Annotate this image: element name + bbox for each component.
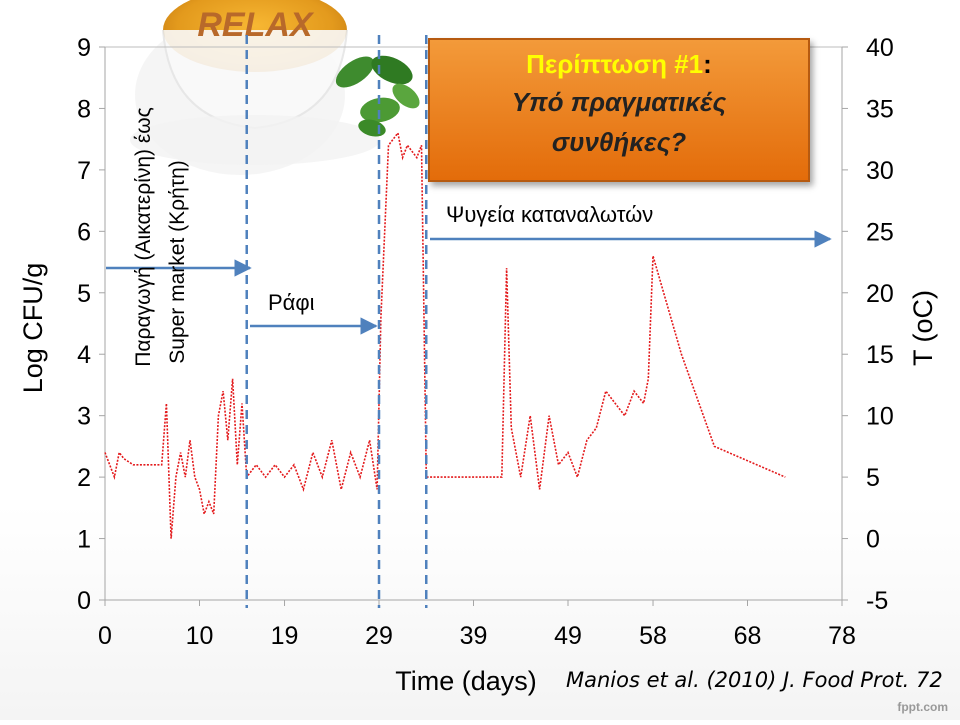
y-tick-label: 5: [77, 280, 91, 308]
callout-colon: :: [703, 49, 712, 79]
y2-tick-label: 0: [866, 526, 880, 554]
callout-question-line1: Υπό πραγματικές: [511, 87, 727, 117]
production-label-line1: Παραγωγή (Αικατερίνη) έως: [132, 107, 155, 367]
relax-logo: RELAX: [197, 6, 315, 44]
x-axis-label: Time (days): [395, 666, 537, 696]
y-tick-label: 3: [77, 403, 91, 431]
x-tick-label: 19: [271, 622, 299, 650]
series-layer: [104, 131, 786, 539]
secondary-y-axis-label: T (oC): [908, 290, 938, 366]
y2-tick-label: 30: [866, 157, 894, 185]
y2-tick-label: 5: [866, 464, 880, 492]
y2-tick-label: -5: [866, 587, 888, 615]
shelf-label: Ράφι: [268, 290, 315, 315]
y2-tick-label: 20: [866, 280, 894, 308]
citation: Manios et al. (2010) J. Food Prot. 72: [566, 668, 943, 692]
y2-tick-label: 40: [866, 34, 894, 62]
y2-tick-label: 15: [866, 341, 894, 369]
watermark: fppt.com: [897, 700, 948, 714]
y-tick-label: 4: [77, 341, 91, 369]
y2-tick-label: 35: [866, 95, 894, 123]
y-tick-label: 2: [77, 464, 91, 492]
x-tick-label: 29: [365, 622, 393, 650]
y2-tick-label: 10: [866, 403, 894, 431]
x-tick-label: 49: [554, 622, 582, 650]
x-tick-label: 78: [828, 622, 856, 650]
y-axis: 0 1 2 3 4 5 6 7 8 9: [77, 34, 106, 615]
x-tick-label: 58: [639, 622, 667, 650]
x-tick-label: 0: [98, 622, 112, 650]
tea-cup-image: RELAX: [130, 0, 380, 175]
y-tick-label: 9: [77, 34, 91, 62]
secondary-y-axis: -5 0 5 10 15 20 25 30 35 40: [841, 34, 894, 615]
x-axis: 0 10 19 29 39 49 58 68 78: [98, 599, 856, 650]
y2-tick-label: 25: [866, 218, 894, 246]
x-tick-label: 39: [460, 622, 488, 650]
y-tick-label: 0: [77, 587, 91, 615]
callout-question-line2: συνθήκες?: [551, 127, 687, 157]
phase-boundaries: [245, 35, 428, 608]
y-axis-label: Log CFU/g: [18, 263, 48, 394]
y-tick-label: 1: [77, 526, 91, 554]
y-tick-label: 7: [77, 157, 91, 185]
fridges-label: Ψυγεία καταναλωτών: [446, 202, 653, 227]
y-tick-label: 8: [77, 95, 91, 123]
y-tick-label: 6: [77, 218, 91, 246]
production-label-line2: Super market (Κρήτη): [166, 160, 189, 363]
case-callout-box: Περίπτωση #1: Υπό πραγματικές συνθήκες?: [428, 38, 810, 182]
series-line-0: [104, 131, 786, 539]
x-tick-label: 68: [734, 622, 762, 650]
x-tick-label: 10: [186, 622, 214, 650]
callout-title: Περίπτωση #1: [526, 49, 704, 79]
